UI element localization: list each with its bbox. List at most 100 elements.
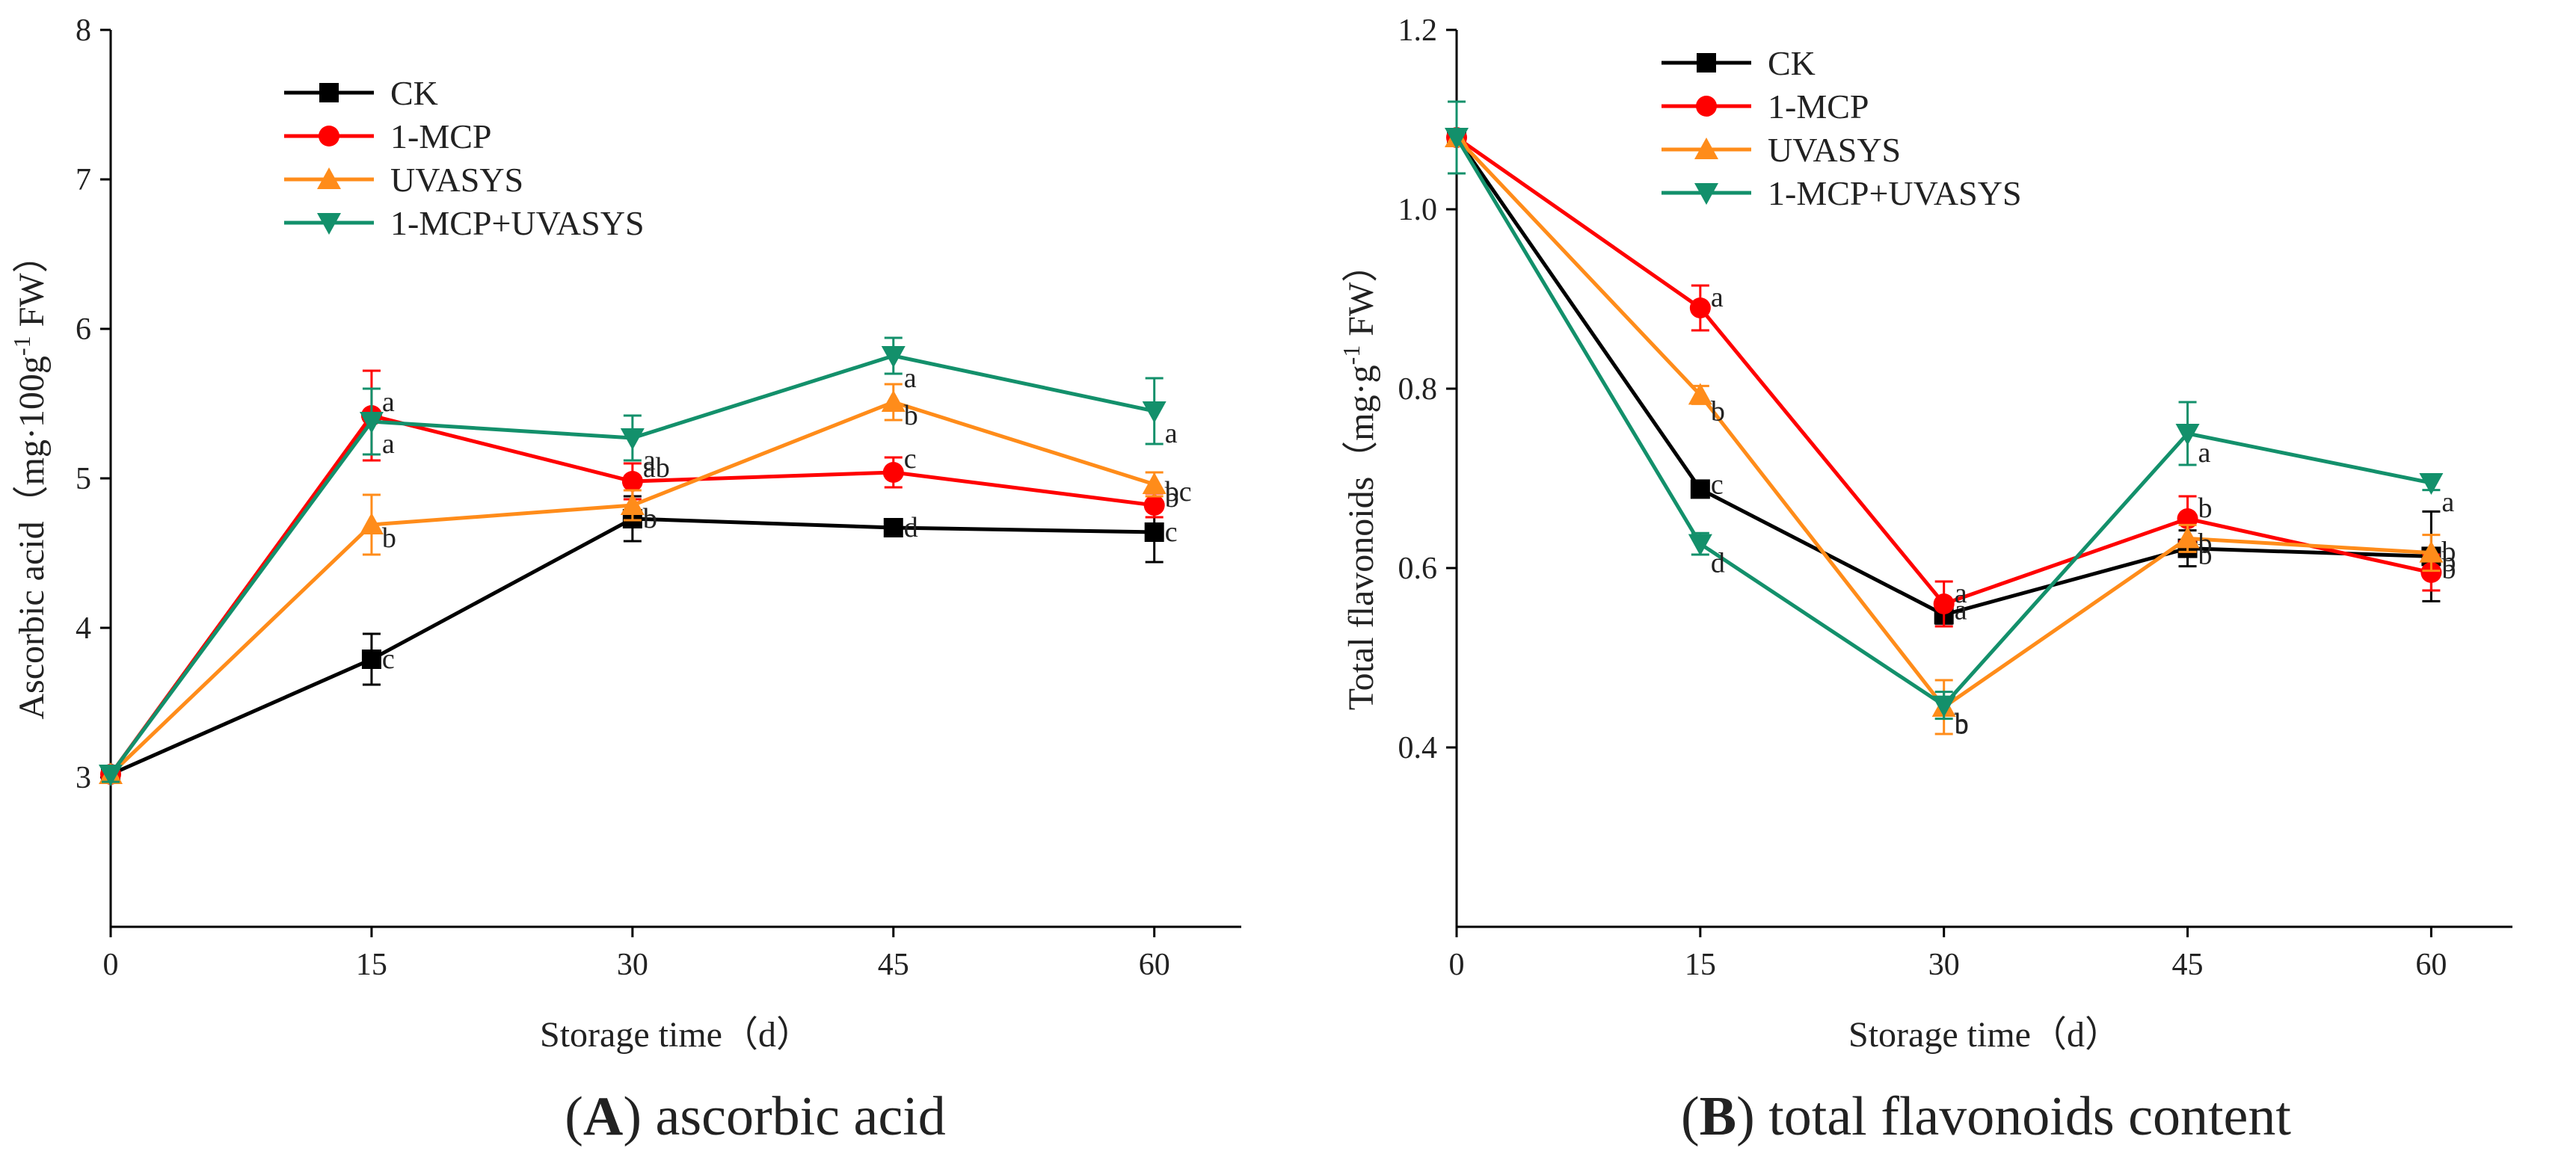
significance-letter: a bbox=[382, 386, 395, 418]
data-point bbox=[2419, 540, 2444, 563]
significance-letter: b bbox=[643, 503, 657, 534]
x-tick-label: 0 bbox=[103, 948, 119, 982]
significance-letter: ab bbox=[643, 452, 670, 484]
legend-item: 1-MCP bbox=[1662, 87, 1869, 126]
x-tick-label: 15 bbox=[356, 948, 387, 982]
x-tick-label: 45 bbox=[2172, 948, 2204, 982]
legend-item: 1-MCP+UVASYS bbox=[284, 204, 645, 242]
y-axis-title: Total flavonoids（mg·g-1 FW） bbox=[1338, 247, 1381, 711]
data-point bbox=[361, 650, 381, 669]
significance-letter: a bbox=[2441, 487, 2454, 518]
significance-letter: b bbox=[1165, 482, 1179, 513]
y-axis-title: Ascorbic acid（mg·100g-1 FW） bbox=[8, 237, 52, 719]
legend-item: UVASYS bbox=[284, 161, 523, 199]
y-axis-title-tail: FW） bbox=[12, 237, 52, 336]
significance-letter: a bbox=[643, 445, 656, 476]
panel-caption: (B) total flavonoids content bbox=[1681, 1086, 2291, 1147]
y-tick-label: 1.0 bbox=[1398, 193, 1438, 227]
data-point bbox=[1688, 383, 1712, 405]
data-point bbox=[1689, 297, 1711, 318]
legend-label: UVASYS bbox=[390, 161, 523, 199]
legend-marker bbox=[1696, 96, 1717, 117]
y-tick-label: 8 bbox=[76, 13, 91, 48]
legend-item: CK bbox=[1662, 44, 1816, 82]
significance-letter: a bbox=[1711, 282, 1724, 313]
data-point bbox=[1144, 522, 1164, 542]
data-point bbox=[620, 493, 645, 515]
legend-label: 1-MCP bbox=[1768, 87, 1869, 126]
significance-letter: b bbox=[2441, 536, 2456, 567]
significance-letter: b bbox=[382, 522, 396, 554]
y-tick-label: 0.6 bbox=[1398, 552, 1438, 586]
significance-letter: b bbox=[904, 400, 918, 431]
caption-open: ( bbox=[1681, 1086, 1700, 1147]
legend-marker bbox=[317, 213, 341, 235]
data-point bbox=[1690, 479, 1710, 499]
significance-letter: b bbox=[643, 503, 657, 534]
data-point bbox=[1143, 495, 1165, 516]
data-point bbox=[1142, 472, 1166, 494]
significance-letter: d bbox=[1711, 548, 1725, 579]
data-point bbox=[881, 346, 906, 368]
legend-item: UVASYS bbox=[1662, 131, 1901, 169]
data-point bbox=[1688, 534, 1712, 556]
x-tick-label: 30 bbox=[617, 948, 648, 982]
significance-letter: c bbox=[1711, 469, 1724, 500]
legend-label: CK bbox=[1768, 44, 1816, 82]
y-axis-title-sup: -1 bbox=[1338, 345, 1365, 365]
data-point bbox=[883, 518, 903, 537]
caption-open: ( bbox=[565, 1086, 583, 1147]
x-tick-label: 45 bbox=[878, 948, 909, 982]
y-axis-title-main: Ascorbic acid（mg·100g bbox=[12, 356, 52, 720]
caption-text: ) ascorbic acid bbox=[623, 1086, 945, 1147]
legend-marker bbox=[1694, 183, 1718, 205]
x-tick-label: 60 bbox=[1139, 948, 1170, 982]
legend-marker bbox=[1697, 53, 1716, 73]
y-tick-label: 7 bbox=[76, 163, 91, 197]
significance-letter: c bbox=[904, 443, 917, 475]
data-point bbox=[621, 471, 643, 492]
x-tick-label: 15 bbox=[1685, 948, 1716, 982]
data-point bbox=[1142, 401, 1166, 423]
significance-letter: b bbox=[1955, 708, 1969, 739]
data-point bbox=[99, 765, 123, 786]
legend-marker bbox=[319, 83, 339, 102]
y-tick-label: 1.2 bbox=[1398, 13, 1438, 48]
x-tick-label: 0 bbox=[1449, 948, 1465, 982]
x-tick-label: 30 bbox=[1928, 948, 1960, 982]
legend-label: CK bbox=[390, 74, 438, 112]
legend-marker bbox=[319, 126, 339, 146]
significance-letter: a bbox=[382, 428, 395, 460]
significance-letter: a bbox=[1955, 578, 1967, 609]
significance-letter: b bbox=[2441, 554, 2456, 585]
significance-letter: d bbox=[904, 512, 918, 543]
significance-letter: c bbox=[382, 644, 395, 675]
legend-label: 1-MCP bbox=[390, 117, 491, 155]
significance-letter: b bbox=[2198, 528, 2213, 560]
y-axis-title-tail: FW） bbox=[1341, 247, 1381, 345]
y-axis-title-sup: -1 bbox=[8, 336, 35, 356]
caption-label: A bbox=[583, 1086, 623, 1147]
data-point bbox=[2175, 526, 2200, 549]
data-point bbox=[2420, 562, 2442, 583]
data-point bbox=[1933, 593, 1955, 614]
legend-label: 1-MCP+UVASYS bbox=[390, 204, 645, 242]
x-tick-label: 60 bbox=[2415, 948, 2447, 982]
panel-caption: (A) ascorbic acid bbox=[565, 1086, 946, 1147]
y-tick-label: 5 bbox=[76, 462, 91, 496]
legend-item: 1-MCP bbox=[284, 117, 491, 155]
significance-letter: a bbox=[904, 363, 917, 394]
data-point bbox=[359, 513, 384, 534]
significance-letter: a bbox=[1955, 594, 1967, 626]
significance-letter: b bbox=[1955, 709, 1969, 741]
legend-item: CK bbox=[284, 74, 438, 112]
legend: CK 1-MCP UVASYS 1-MCP+UVASYS bbox=[1662, 44, 2022, 212]
significance-letter: bc bbox=[1165, 476, 1192, 508]
y-axis-title-main: Total flavonoids（mg·g bbox=[1341, 365, 1381, 710]
legend-label: UVASYS bbox=[1768, 131, 1901, 169]
significance-letter: a bbox=[1165, 418, 1178, 449]
legend-label: 1-MCP+UVASYS bbox=[1768, 174, 2022, 212]
legend: CK 1-MCP UVASYS 1-MCP+UVASYS bbox=[284, 74, 645, 242]
